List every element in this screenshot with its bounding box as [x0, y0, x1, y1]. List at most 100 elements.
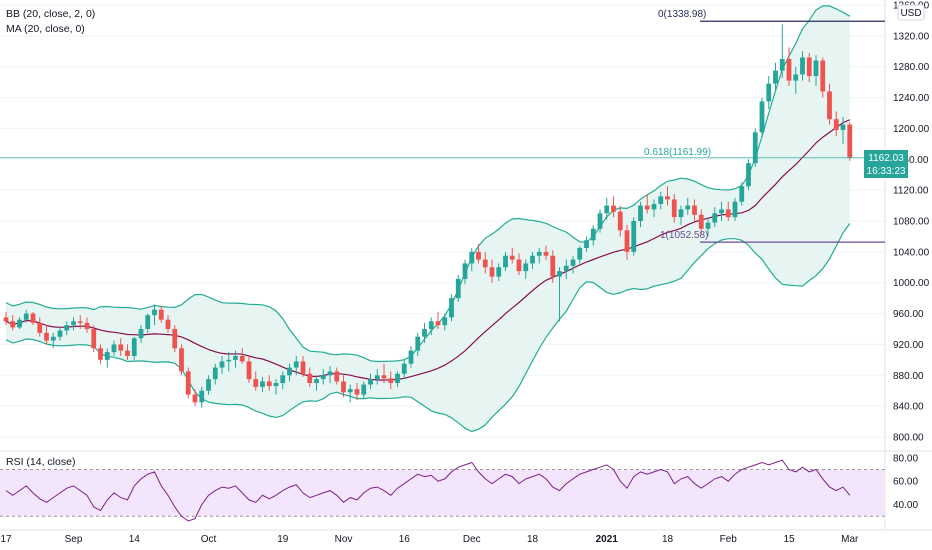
candle-body [415, 336, 421, 351]
candle-body [678, 209, 684, 218]
candle [739, 182, 745, 206]
candle [759, 97, 765, 138]
candle [293, 356, 299, 376]
price-tick-label: 1320.00 [893, 31, 930, 42]
candle [98, 344, 103, 364]
rsi-line [5, 459, 851, 522]
price-axis[interactable]: 1360.001320.001280.001240.001200.001160.… [893, 1, 930, 444]
candle [273, 379, 279, 395]
candle [712, 207, 718, 228]
time-axis[interactable]: 17 Sep 14 Oct 19 Nov 16 Dec 18 2021 18 Feb 15 Mar [0, 534, 859, 545]
candle [368, 373, 373, 390]
candle [307, 367, 313, 387]
candle [266, 375, 272, 391]
candle-body [570, 259, 576, 266]
price-tick-label: 1000.00 [893, 278, 930, 289]
time-tick-label: 2021 [596, 534, 619, 545]
candle-body [766, 83, 772, 102]
candle [145, 313, 151, 333]
candle-body [793, 74, 799, 81]
bb-upper-line [5, 5, 851, 363]
candle-body [604, 205, 610, 214]
candle-body [665, 196, 670, 200]
candle-body [786, 59, 792, 81]
candle [408, 345, 414, 368]
candle [678, 205, 684, 225]
candle [692, 199, 697, 221]
candle [199, 386, 205, 408]
candle [152, 304, 157, 326]
legend-bb[interactable]: BB (20, close, 2, 0) [6, 8, 95, 20]
candle-body [644, 205, 650, 210]
candle-body [192, 394, 198, 403]
candle [401, 359, 407, 380]
candle-body [374, 375, 380, 380]
price-tick-label: 1200.00 [893, 124, 930, 135]
candle-body [293, 361, 299, 368]
candle-body [509, 255, 515, 260]
candle [557, 267, 562, 322]
candle-body [300, 361, 306, 374]
candle-body [17, 319, 22, 328]
candle [651, 199, 657, 218]
currency-badge[interactable] [897, 4, 925, 21]
candle [192, 389, 198, 407]
candle [638, 201, 643, 228]
candle-body [773, 70, 778, 84]
candle-body [280, 375, 286, 383]
candle-body [111, 344, 117, 353]
candle-body [725, 209, 731, 218]
candle-body [165, 319, 171, 329]
legend-rsi[interactable]: RSI (14, close) [6, 456, 75, 468]
candle [604, 197, 610, 220]
candle [476, 244, 481, 264]
candle [489, 259, 495, 283]
candle-body [341, 381, 346, 393]
candle [806, 52, 812, 83]
candle [840, 116, 846, 144]
legend-ma[interactable]: MA (20, close, 0) [6, 23, 85, 35]
candle [685, 197, 691, 215]
candle [341, 375, 346, 397]
candle [415, 332, 421, 356]
candle [23, 309, 29, 323]
time-tick-label: 15 [783, 534, 795, 545]
candle-body [833, 119, 839, 130]
moving-average-line [5, 119, 851, 381]
candle-body [806, 57, 812, 76]
candle-body [557, 271, 562, 277]
price-tick-label: 1240.00 [893, 93, 930, 104]
candle-body [476, 251, 481, 260]
candle-body [671, 199, 677, 218]
candle [793, 66, 799, 94]
candle [185, 367, 191, 399]
candle-body [320, 375, 326, 380]
bb-fill-area [6, 5, 850, 432]
candle [523, 259, 529, 279]
candle [779, 24, 785, 79]
candle [354, 383, 360, 400]
fibonacci-retracement[interactable] [0, 20, 885, 243]
candle-body [226, 359, 232, 362]
candle-body [719, 209, 724, 214]
candle [746, 159, 751, 191]
candle-body [395, 373, 400, 383]
rsi-axis[interactable]: 80.00 60.00 40.00 [893, 453, 918, 511]
candle-body [172, 329, 178, 349]
candle [705, 217, 711, 237]
candle-body [442, 317, 448, 326]
candle-body [361, 384, 367, 395]
candle-body [705, 222, 711, 229]
candle-body [530, 255, 535, 264]
candle-body [516, 259, 522, 272]
candle [50, 332, 56, 349]
candle-body [158, 309, 164, 320]
price-tick-label: 1160.00 [893, 155, 929, 166]
candle [442, 313, 448, 331]
candle-body [577, 248, 583, 260]
candle [449, 294, 454, 322]
candle-body [820, 60, 826, 92]
candle-body [354, 389, 360, 395]
bollinger-band-fill [6, 5, 850, 432]
